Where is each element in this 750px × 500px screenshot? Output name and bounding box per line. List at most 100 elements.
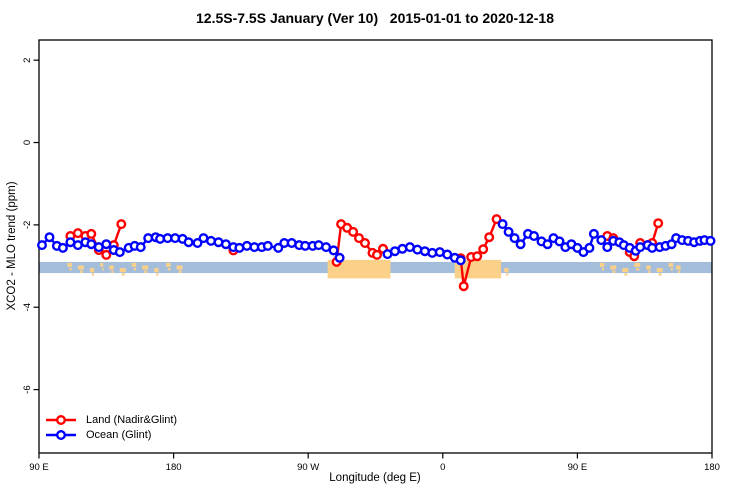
series-ocean-point — [334, 252, 345, 263]
series-land-point — [491, 214, 502, 225]
series-land-point — [86, 228, 97, 239]
land-speckle — [142, 265, 149, 270]
series-land-point — [653, 218, 664, 229]
series-land-point — [348, 226, 359, 237]
land-speckle — [79, 270, 83, 274]
land-speckle — [610, 265, 617, 270]
series-ocean-point — [596, 235, 607, 246]
land-speckle — [156, 273, 159, 276]
legend: Land (Nadir&Glint) Ocean (Glint) — [45, 412, 177, 442]
series-land-point — [478, 244, 489, 255]
x-tick-label: 90 E — [29, 462, 49, 473]
land-speckle — [622, 268, 629, 273]
series-ocean-point — [584, 242, 595, 253]
series-land-point — [116, 219, 127, 230]
x-tick-label: 90 W — [297, 462, 319, 473]
series-ocean-point — [273, 242, 284, 253]
land-speckle — [100, 262, 104, 267]
series-ocean-point — [37, 240, 48, 251]
x-tick-label: 180 — [704, 462, 720, 473]
x-axis-label: Longitude (deg E) — [329, 472, 421, 484]
land-speckle — [67, 262, 72, 267]
land-speckle — [668, 262, 674, 267]
y-tick-label: 0 — [22, 140, 33, 145]
legend-label-ocean: Ocean (Glint) — [86, 428, 152, 441]
chart-title: 12.5S-7.5S January (Ver 10) 2015-01-01 t… — [196, 10, 554, 26]
land-speckle — [648, 270, 651, 274]
legend-item-land: Land (Nadir&Glint) — [45, 412, 177, 427]
series-land-point — [372, 249, 383, 260]
series-ocean-point — [602, 242, 613, 253]
land-speckle — [102, 267, 104, 271]
land-speckle — [176, 265, 183, 270]
series-ocean-point — [515, 239, 526, 250]
land-speckle — [69, 267, 72, 271]
land-speckle — [504, 268, 509, 273]
series-ocean-point — [101, 239, 112, 250]
series-ocean-point — [328, 245, 339, 256]
land-speckle — [168, 267, 171, 271]
legend-label-land: Land (Nadir&Glint) — [86, 413, 178, 426]
series-ocean-point — [183, 237, 194, 248]
series-ocean-point — [192, 237, 203, 248]
land-speckle — [624, 273, 628, 276]
series-ocean-point — [705, 235, 716, 246]
series-ocean-point — [135, 242, 146, 253]
land-speckle — [121, 273, 125, 276]
land-speckle — [91, 273, 95, 276]
series-land-point — [458, 281, 469, 292]
y-tick-label: -4 — [22, 303, 33, 311]
land-speckle — [646, 265, 651, 270]
land-speckle — [144, 270, 148, 274]
y-tick-label: -6 — [22, 385, 33, 393]
series-land-point — [360, 237, 371, 248]
land-speckle — [119, 268, 126, 273]
land-speckle — [506, 273, 509, 276]
y-tick-label: 2 — [22, 58, 33, 63]
series-ocean-point — [57, 242, 68, 253]
series-ocean-point — [114, 247, 125, 258]
x-tick-label: 180 — [166, 462, 182, 473]
y-axis-label: XCO2 - MLO trend (ppm) — [6, 181, 18, 311]
series-ocean-point — [44, 232, 55, 243]
land-speckle — [133, 267, 136, 271]
series-ocean-point — [529, 230, 540, 241]
land-speckle — [612, 270, 616, 274]
land-speckle — [678, 270, 681, 274]
series-land-point — [101, 249, 112, 260]
land-speckle — [111, 270, 114, 274]
land-speckle — [109, 265, 114, 270]
land-speckle — [77, 265, 84, 270]
land-speckle — [670, 267, 673, 271]
land-speckle — [178, 270, 182, 274]
land-speckle — [601, 267, 605, 271]
land-block — [327, 259, 391, 279]
land-speckle — [131, 262, 137, 267]
series-ocean-point — [509, 233, 520, 244]
series-ocean-point — [205, 235, 216, 246]
land-speckle — [636, 267, 640, 271]
y-tick-label: -2 — [22, 221, 33, 229]
series-land-point — [484, 232, 495, 243]
series-ocean-point — [503, 226, 514, 237]
land-speckle — [634, 262, 641, 267]
land-speckle — [599, 262, 605, 267]
x-tick-label: 90 E — [568, 462, 588, 473]
series-ocean-point — [588, 228, 599, 239]
x-tick-label: 0 — [440, 462, 445, 473]
series-ocean-point — [554, 236, 565, 247]
series-land-point — [472, 251, 483, 262]
land-speckle — [89, 268, 95, 273]
land-speckle — [658, 273, 662, 276]
legend-item-ocean: Ocean (Glint) — [45, 427, 177, 442]
series-land-point — [354, 233, 365, 244]
series-ocean-point — [497, 219, 508, 230]
land-speckle — [676, 265, 681, 270]
series-ocean-point — [542, 239, 553, 250]
land-series-swatch-icon — [46, 414, 76, 425]
land-speckle — [154, 268, 159, 273]
land-speckle — [166, 262, 171, 267]
series-ocean-point — [262, 240, 273, 251]
